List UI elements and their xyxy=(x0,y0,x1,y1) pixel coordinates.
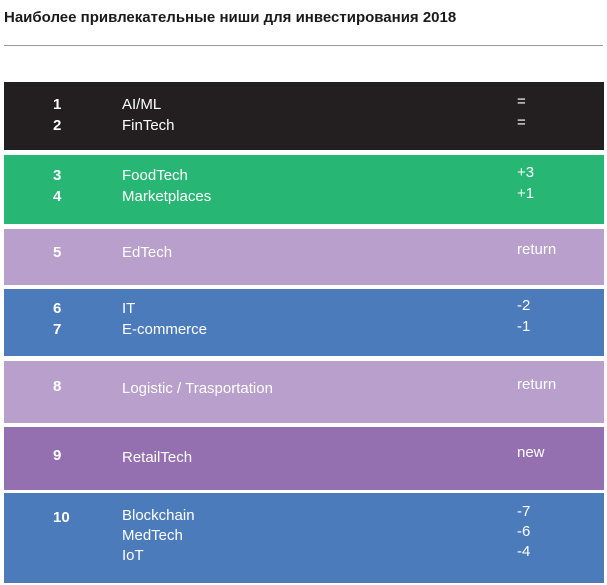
change-column: return xyxy=(517,374,556,395)
change-column: new xyxy=(517,442,545,463)
change-column: return xyxy=(517,239,556,260)
rank-change: new xyxy=(517,444,545,461)
rank-group-band: 5 EdTech return xyxy=(4,229,604,285)
rank-number: 7 xyxy=(53,321,62,338)
change-column: -2 -1 xyxy=(517,295,530,337)
rank-change: -6 xyxy=(517,523,531,540)
rank-number: 1 xyxy=(53,96,62,113)
niche-column: FoodTech Marketplaces xyxy=(122,165,211,207)
rank-change: +3 xyxy=(517,164,535,181)
niche-name: IT xyxy=(122,300,136,317)
niche-name: Blockchain xyxy=(122,507,195,524)
rank-number: 5 xyxy=(53,244,62,261)
rank-change: -7 xyxy=(517,503,531,520)
niche-name: FoodTech xyxy=(122,167,188,184)
rank-change: = xyxy=(517,93,526,110)
rank-number: 2 xyxy=(53,117,62,134)
niche-column: AI/ML FinTech xyxy=(122,94,175,136)
rank-group-band: 9 RetailTech new xyxy=(4,427,604,490)
rank-group-band: 8 Logistic / Trasportation return xyxy=(4,361,604,423)
niche-name: IoT xyxy=(122,547,144,564)
rank-group-band: 10 Blockchain MedTech IoT -7 -6 -4 xyxy=(4,493,604,583)
title-divider xyxy=(4,45,603,46)
rank-change: return xyxy=(517,376,557,393)
rank-column: 10 xyxy=(53,507,70,528)
rank-column: 8 xyxy=(53,376,61,397)
niche-name: MedTech xyxy=(122,527,183,544)
rank-change: -4 xyxy=(517,543,531,560)
niche-column: RetailTech xyxy=(122,447,192,468)
niche-name: RetailTech xyxy=(122,449,193,466)
niche-column: EdTech xyxy=(122,242,172,263)
rank-group-band: 6 7 IT E-commerce -2 -1 xyxy=(4,289,604,356)
rank-number: 10 xyxy=(53,509,70,526)
rank-column: 5 xyxy=(53,242,61,263)
rank-number: 6 xyxy=(53,300,62,317)
rank-change: return xyxy=(517,241,557,258)
niche-column: Blockchain MedTech IoT xyxy=(122,506,195,566)
rank-change: +1 xyxy=(517,185,535,202)
rank-group-band: 1 2 AI/ML FinTech = = xyxy=(4,82,604,150)
rank-change: -1 xyxy=(517,318,531,335)
niche-name: EdTech xyxy=(122,244,173,261)
niche-column: IT E-commerce xyxy=(122,298,207,340)
rank-number: 4 xyxy=(53,188,62,205)
rank-column: 9 xyxy=(53,445,61,466)
niche-name: Logistic / Trasportation xyxy=(122,380,273,397)
change-column: +3 +1 xyxy=(517,162,534,204)
niche-column: Logistic / Trasportation xyxy=(122,378,273,399)
rank-number: 9 xyxy=(53,447,62,464)
niche-name: AI/ML xyxy=(122,96,162,113)
rank-number: 8 xyxy=(53,378,62,395)
rank-group-band: 3 4 FoodTech Marketplaces +3 +1 xyxy=(4,155,604,224)
rank-change: -2 xyxy=(517,297,531,314)
change-column: -7 -6 -4 xyxy=(517,502,530,562)
niche-name: E-commerce xyxy=(122,321,208,338)
chart-title: Наиболее привлекательные ниши для инвест… xyxy=(4,9,457,26)
niche-name: Marketplaces xyxy=(122,188,212,205)
change-column: = = xyxy=(517,91,526,133)
rank-change: = xyxy=(517,114,526,131)
niche-name: FinTech xyxy=(122,117,175,134)
rank-number: 3 xyxy=(53,167,62,184)
